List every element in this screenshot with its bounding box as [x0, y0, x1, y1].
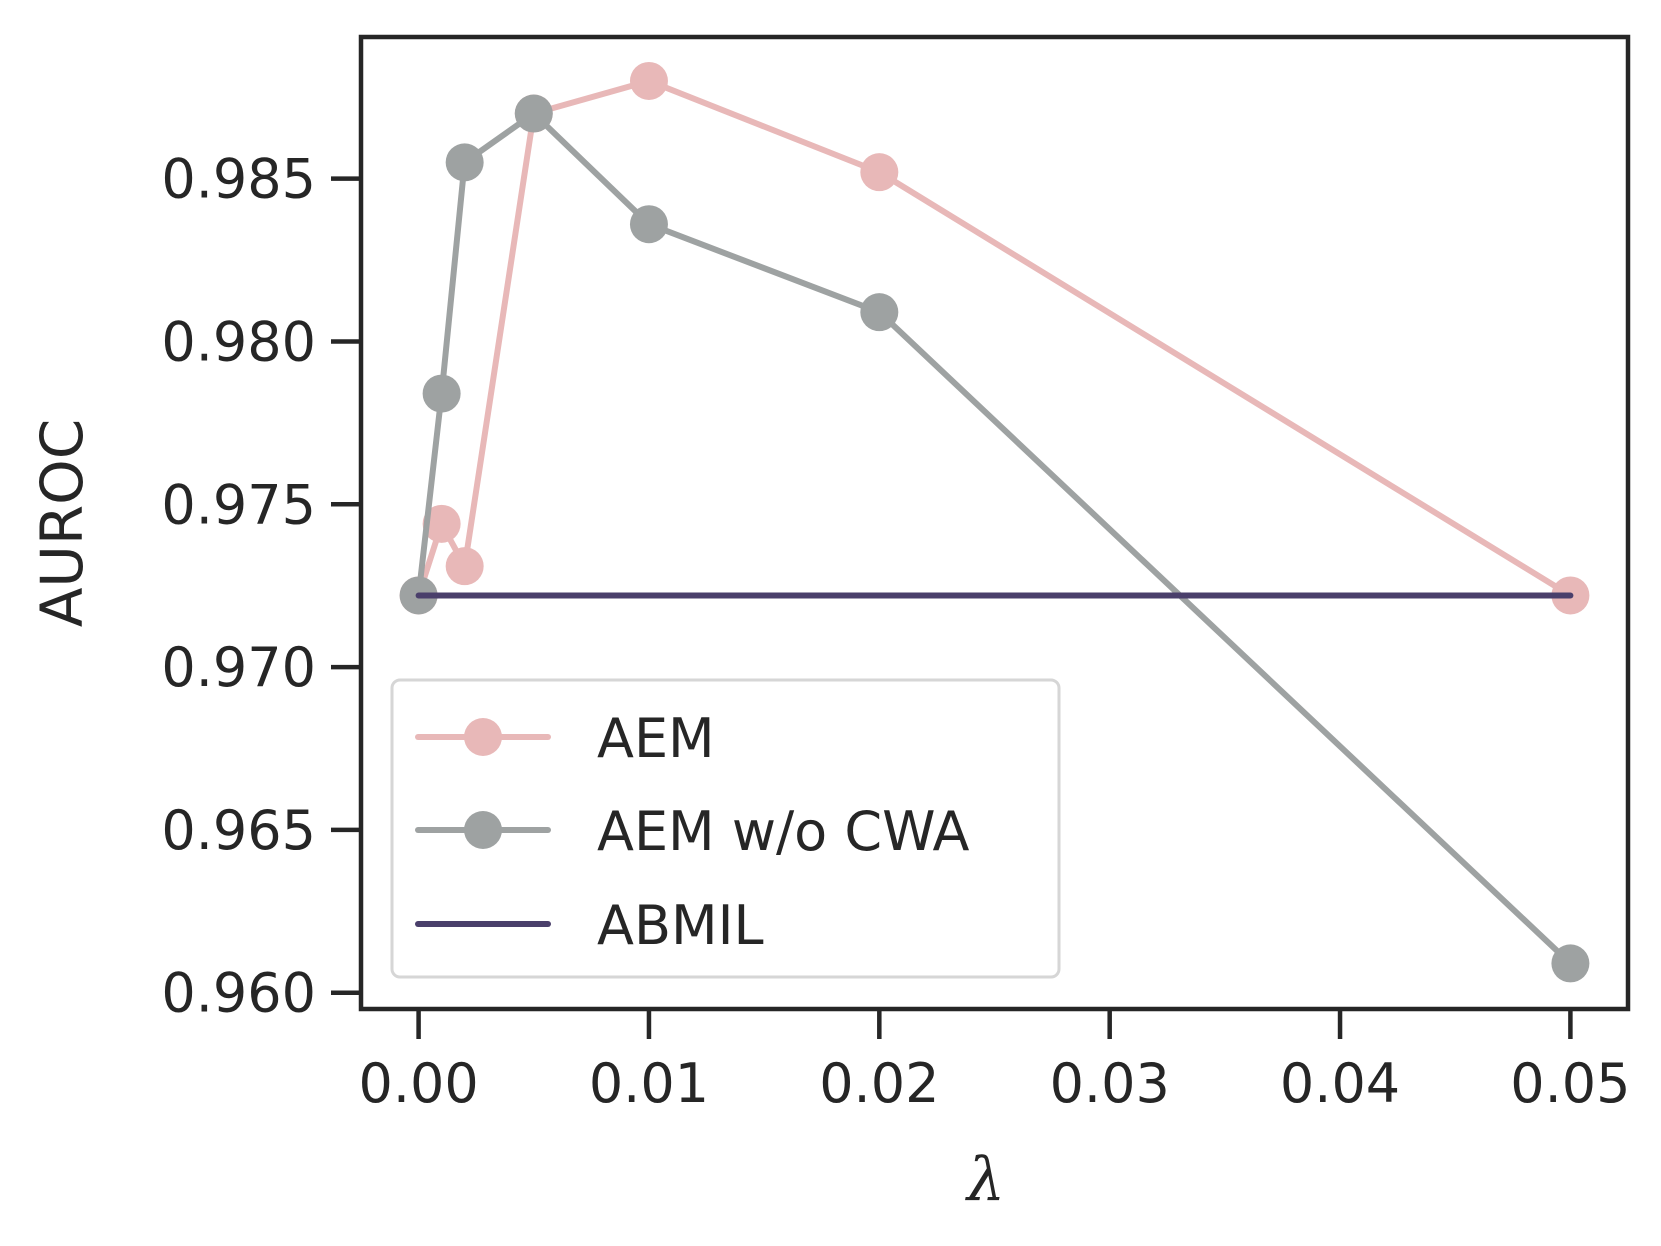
- plot-frame: [358, 34, 1631, 1012]
- x-tick-label: 0.02: [819, 1052, 939, 1115]
- legend-marker-aem: [464, 718, 502, 756]
- y-tick-label: 0.975: [161, 473, 316, 536]
- x-tick-label: 0.00: [358, 1052, 478, 1115]
- legend-marker-aem-w-o-cwa: [464, 811, 502, 849]
- data-point-aem-w-o-cwa: [629, 205, 668, 244]
- data-point-aem-w-o-cwa: [1551, 944, 1590, 983]
- data-point-aem: [422, 504, 461, 543]
- legend: AEM AEM w/o CWA ABMIL: [390, 678, 1061, 979]
- x-tick-label: 0.04: [1280, 1052, 1400, 1115]
- y-axis-label: AUROC: [28, 419, 96, 628]
- y-tick-label: 0.980: [161, 310, 316, 373]
- data-point-aem: [860, 153, 899, 192]
- x-tick-label: 0.05: [1510, 1052, 1630, 1115]
- x-tick-label: 0.03: [1050, 1052, 1170, 1115]
- data-point-aem: [445, 547, 484, 586]
- x-axis-ticks: 0.00 0.01 0.02 0.03 0.04 0.05: [358, 1009, 1631, 1115]
- legend-label-aem-w-o-cwa: AEM w/o CWA: [597, 800, 970, 863]
- data-point-aem: [629, 61, 668, 100]
- legend-items: AEM AEM w/o CWA ABMIL: [415, 707, 970, 957]
- legend-box: [390, 678, 1061, 979]
- data-point-aem-w-o-cwa: [514, 94, 553, 133]
- legend-label-aem: AEM: [597, 707, 715, 770]
- x-axis-label: λ: [965, 1145, 1005, 1215]
- data-point-aem-w-o-cwa: [445, 143, 484, 182]
- y-tick-label: 0.985: [161, 148, 316, 211]
- plot-series: [399, 61, 1590, 983]
- y-tick-label: 0.960: [161, 962, 316, 1025]
- data-point-aem-w-o-cwa: [422, 374, 461, 413]
- y-tick-label: 0.970: [161, 636, 316, 699]
- y-axis-ticks: 0.960 0.965 0.970 0.975 0.980 0.985: [161, 148, 361, 1025]
- legend-label-abmil: ABMIL: [597, 894, 764, 957]
- x-tick-label: 0.01: [589, 1052, 709, 1115]
- y-tick-label: 0.965: [161, 799, 316, 862]
- data-point-aem-w-o-cwa: [860, 293, 899, 332]
